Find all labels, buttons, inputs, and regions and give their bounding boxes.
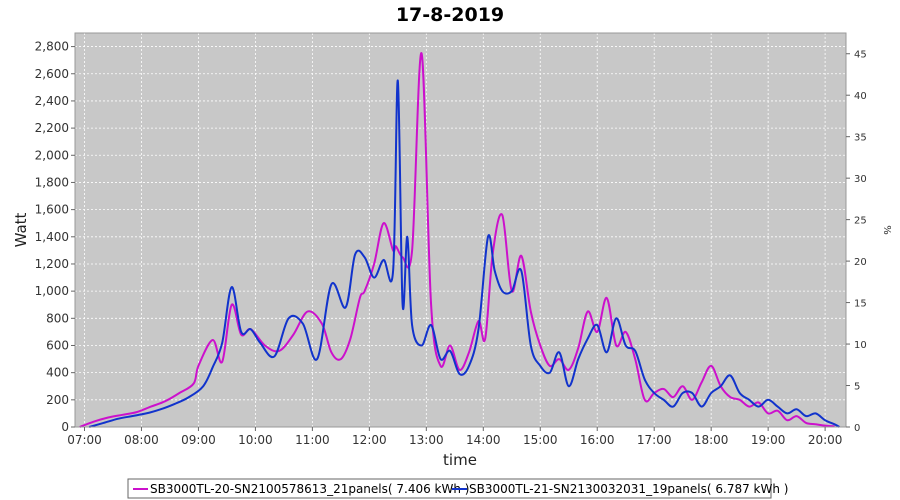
- y2-tick-label: 25: [854, 216, 867, 227]
- y-axis-label: Watt: [12, 212, 30, 247]
- grid-lines: [75, 33, 846, 428]
- y-axis-ticks: 0 200 400 600 800 1,000 1,200 1,400 1,600 1,800 2,…: [35, 40, 75, 434]
- plot-area: [75, 33, 846, 427]
- y2-tick-label: 35: [854, 133, 867, 144]
- x-tick-label: 16:00: [580, 433, 615, 447]
- y-tick-label: 2,800: [35, 40, 69, 54]
- x-tick-label: 07:00: [67, 433, 102, 447]
- y2-tick-label: 10: [854, 340, 867, 351]
- series-lines: [79, 52, 840, 428]
- y2-tick-label: 15: [854, 299, 867, 310]
- y2-tick-label: 0: [854, 423, 860, 434]
- x-tick-label: 12:00: [352, 433, 387, 447]
- y2-tick-label: 5: [854, 382, 860, 393]
- x-tick-label: 20:00: [808, 433, 843, 447]
- y-tick-label: 200: [46, 393, 69, 407]
- y2-tick-label: 40: [854, 91, 867, 102]
- x-axis-label: time: [443, 451, 477, 469]
- legend-label-series-1: SB3000TL-20-SN2100578613_21panels( 7.406…: [150, 482, 469, 496]
- y-tick-label: 1,800: [35, 175, 69, 189]
- y-tick-label: 2,400: [35, 94, 69, 108]
- legend-box: [127, 478, 772, 499]
- y-tick-label: 2,600: [35, 67, 69, 81]
- series-line-2: [88, 79, 840, 428]
- x-tick-label: 17:00: [637, 433, 672, 447]
- y-tick-label: 0: [61, 420, 69, 434]
- series-line-1: [79, 52, 835, 428]
- plot-border: [74, 32, 847, 428]
- y-tick-label: 1,000: [35, 284, 69, 298]
- y-tick-label: 1,600: [35, 203, 69, 217]
- x-tick-label: 15:00: [523, 433, 558, 447]
- y2-axis-ticks: 0 5 10 15 20 25 30 35 40 45: [846, 50, 867, 434]
- x-tick-label: 18:00: [694, 433, 729, 447]
- y-tick-label: 600: [46, 338, 69, 352]
- x-tick-label: 19:00: [751, 433, 786, 447]
- y2-axis-label: %: [881, 225, 892, 235]
- legend: SB3000TL-20-SN2100578613_21panels( 7.406…: [127, 478, 788, 499]
- y-tick-label: 400: [46, 366, 69, 380]
- y-tick-label: 2,200: [35, 121, 69, 135]
- y2-tick-label: 45: [854, 50, 867, 61]
- x-tick-label: 10:00: [238, 433, 273, 447]
- y-tick-label: 2,000: [35, 148, 69, 162]
- y2-tick-label: 20: [854, 257, 867, 268]
- chart-title: 17-8-2019: [396, 4, 504, 26]
- x-tick-label: 09:00: [181, 433, 216, 447]
- x-tick-label: 14:00: [466, 433, 501, 447]
- x-tick-label: 13:00: [409, 433, 444, 447]
- y2-tick-label: 30: [854, 174, 867, 185]
- legend-label-series-2: SB3000TL-21-SN2130032031_19panels( 6.787…: [469, 482, 788, 496]
- y-tick-label: 800: [46, 311, 69, 325]
- x-axis-ticks: 07:00 08:00 09:00 10:00 11:00 12:00 13:00 14:00…: [67, 427, 842, 447]
- x-tick-label: 11:00: [295, 433, 330, 447]
- y-tick-label: 1,200: [35, 257, 69, 271]
- y-tick-label: 1,400: [35, 230, 69, 244]
- x-tick-label: 08:00: [124, 433, 159, 447]
